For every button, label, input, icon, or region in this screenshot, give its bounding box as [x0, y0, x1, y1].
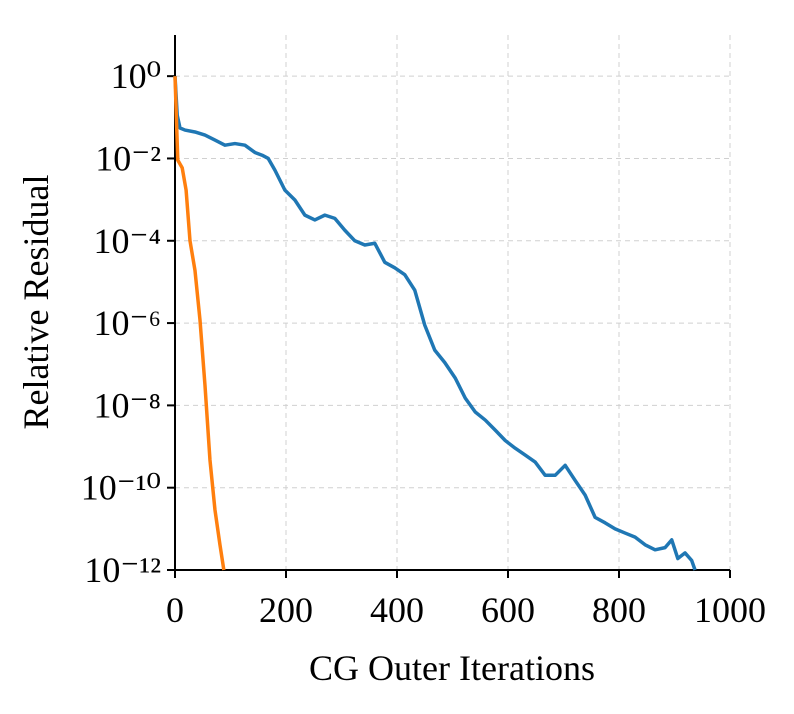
x-tick-label: 800	[592, 590, 646, 630]
y-tick-label: 10⁻⁴	[93, 221, 161, 261]
line-series	[173, 76, 226, 571]
x-axis-label: CG Outer Iterations	[309, 648, 595, 688]
x-tick-label: 200	[259, 590, 313, 630]
x-tick-label: 1000	[694, 590, 766, 630]
x-tick-label: 0	[166, 590, 184, 630]
line-series	[173, 76, 697, 571]
y-axis-label: Relative Residual	[16, 175, 56, 430]
y-tick-label: 10⁻¹⁰	[81, 468, 161, 508]
x-tick-label: 400	[370, 590, 424, 630]
y-tick-label: 10⁰	[111, 56, 161, 96]
y-tick-label: 10⁻⁸	[93, 385, 161, 425]
y-tick-label: 10⁻⁶	[93, 303, 161, 343]
y-tick-label: 10⁻²	[95, 138, 161, 178]
x-tick-label: 600	[481, 590, 535, 630]
y-tick-label: 10⁻¹²	[84, 550, 161, 590]
